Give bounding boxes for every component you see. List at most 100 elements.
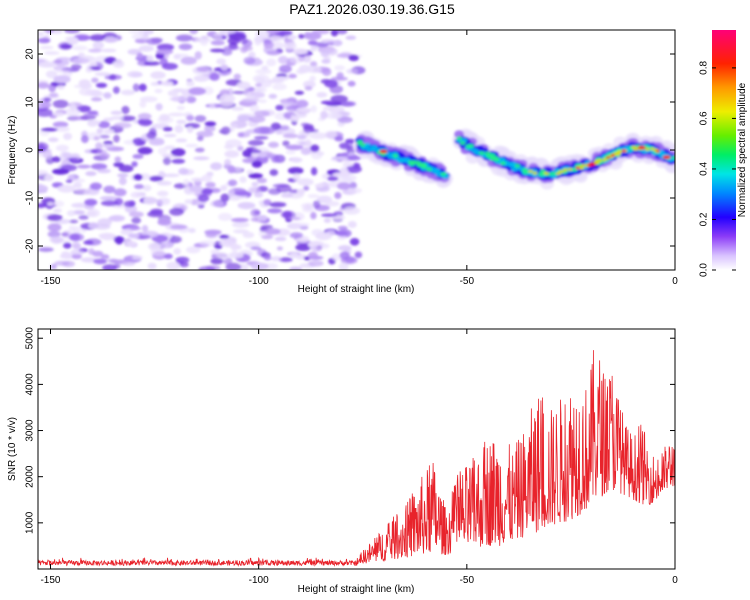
noise-blob bbox=[98, 232, 115, 239]
noise-blob bbox=[150, 208, 164, 215]
noise-blob bbox=[46, 201, 54, 206]
noise-blob bbox=[120, 89, 135, 96]
noise-blob bbox=[200, 38, 209, 46]
noise-blob bbox=[188, 87, 206, 96]
snr-x-tick-label: 0 bbox=[672, 575, 678, 586]
noise-blob bbox=[210, 258, 224, 265]
noise-blob bbox=[320, 39, 336, 43]
noise-blob bbox=[216, 58, 227, 65]
noise-blob bbox=[157, 116, 174, 124]
noise-blob bbox=[130, 191, 142, 198]
noise-blob bbox=[265, 228, 281, 235]
colorbar-tick-label: 0.0 bbox=[699, 263, 710, 277]
noise-blob bbox=[68, 225, 75, 231]
doppler-track bbox=[352, 128, 675, 190]
noise-blob bbox=[99, 134, 110, 139]
noise-blob bbox=[309, 132, 328, 140]
noise-blob bbox=[321, 59, 331, 64]
noise-blob bbox=[85, 171, 97, 177]
noise-blob bbox=[184, 199, 194, 204]
noise-blob bbox=[272, 183, 290, 188]
spectrogram-x-tick-label: -100 bbox=[249, 276, 269, 287]
noise-blob bbox=[297, 178, 314, 186]
noise-blob bbox=[344, 138, 356, 144]
noise-blob bbox=[210, 200, 224, 208]
noise-blob bbox=[310, 211, 317, 220]
noise-blob bbox=[139, 96, 158, 103]
noise-blob bbox=[292, 173, 301, 182]
spectrogram-y-ticks: -20 -10 0 10 20 bbox=[25, 48, 675, 253]
noise-blob bbox=[266, 30, 281, 34]
noise-blob bbox=[304, 86, 313, 91]
noise-blob bbox=[237, 131, 251, 138]
doppler-track-peak bbox=[379, 149, 388, 154]
noise-blob bbox=[233, 229, 249, 234]
noise-blob bbox=[52, 111, 65, 117]
noise-blob bbox=[331, 253, 342, 261]
noise-blob bbox=[289, 56, 305, 64]
noise-blob bbox=[103, 144, 115, 149]
noise-blob bbox=[97, 168, 111, 174]
doppler-track-blob bbox=[522, 170, 529, 175]
noise-blob bbox=[42, 151, 53, 159]
noise-blob bbox=[169, 235, 182, 244]
noise-blob bbox=[311, 245, 322, 252]
noise-blob bbox=[63, 30, 80, 34]
noise-blob bbox=[54, 126, 70, 132]
noise-blob bbox=[345, 155, 362, 161]
noise-blob bbox=[322, 106, 336, 112]
noise-blob bbox=[175, 256, 190, 264]
noise-blob bbox=[231, 221, 250, 228]
noise-blob bbox=[86, 210, 97, 217]
doppler-track-blob bbox=[440, 172, 447, 177]
noise-blob bbox=[97, 91, 104, 97]
doppler-track-blob bbox=[380, 152, 387, 157]
snr-frame bbox=[37, 328, 676, 570]
noise-blob bbox=[288, 73, 297, 79]
noise-blob bbox=[119, 115, 136, 122]
noise-blob bbox=[305, 138, 312, 148]
noise-blob bbox=[271, 156, 281, 163]
noise-blob bbox=[53, 200, 65, 208]
doppler-track-blob bbox=[575, 166, 580, 170]
noise-blob bbox=[92, 250, 104, 257]
noise-blob bbox=[52, 156, 61, 163]
noise-blob bbox=[278, 257, 293, 263]
noise-blob bbox=[77, 164, 91, 169]
noise-blob bbox=[254, 191, 264, 198]
noise-blob bbox=[230, 217, 249, 223]
noise-blob bbox=[330, 76, 348, 81]
noise-blob bbox=[103, 92, 112, 99]
noise-blob bbox=[171, 95, 189, 102]
noise-blob bbox=[268, 93, 278, 99]
noise-blob bbox=[50, 263, 57, 270]
noise-blob bbox=[258, 230, 267, 237]
colorbar-ticks: 0.0 0.2 0.4 0.6 0.8 bbox=[699, 61, 736, 277]
noise-blob bbox=[239, 176, 247, 183]
noise-blob bbox=[48, 137, 59, 142]
noise-blob bbox=[250, 262, 269, 270]
noise-blob bbox=[347, 221, 357, 228]
noise-blob bbox=[118, 177, 127, 186]
noise-blob bbox=[290, 114, 298, 121]
doppler-track-blob bbox=[538, 172, 545, 177]
noise-blob bbox=[88, 48, 102, 53]
noise-blob bbox=[223, 45, 240, 51]
noise-blob bbox=[309, 75, 316, 82]
noise-blob bbox=[49, 92, 59, 98]
noise-blob bbox=[213, 32, 223, 42]
noise-blob bbox=[325, 201, 340, 207]
noise-blob bbox=[128, 30, 147, 34]
noise-blob bbox=[131, 33, 147, 40]
noise-blob bbox=[69, 219, 79, 224]
noise-blob bbox=[65, 179, 73, 183]
noise-blob bbox=[331, 112, 343, 120]
noise-blob bbox=[72, 243, 81, 250]
noise-blob bbox=[210, 162, 223, 171]
spectrogram-y-tick-label: 0 bbox=[25, 147, 36, 153]
doppler-track-blob bbox=[468, 143, 475, 148]
noise-blob bbox=[242, 231, 255, 239]
noise-blob bbox=[81, 135, 89, 144]
noise-blob bbox=[197, 135, 204, 141]
noise-blob bbox=[204, 125, 216, 132]
